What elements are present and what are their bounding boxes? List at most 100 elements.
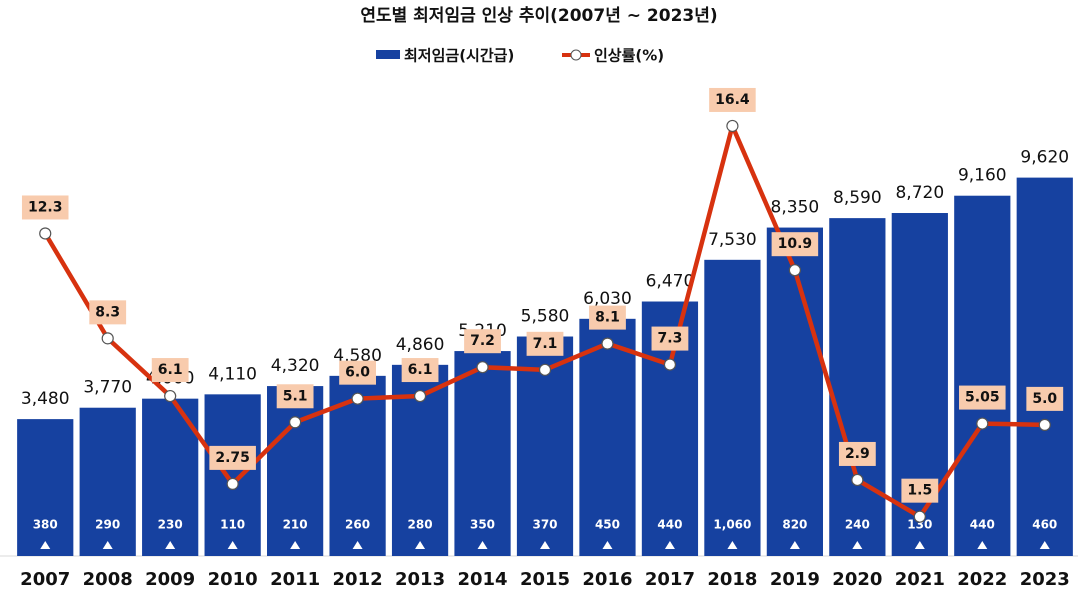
line-point xyxy=(976,417,989,430)
increase-label: 380 xyxy=(33,518,58,532)
bar-value-label: 3,770 xyxy=(83,378,132,398)
increase-icon xyxy=(540,541,550,549)
line-value-text: 2.9 xyxy=(845,446,870,462)
x-tick-label: 2012 xyxy=(333,569,383,590)
increase-icon xyxy=(165,541,176,549)
line-value-text: 16.4 xyxy=(715,92,750,108)
increase-label: 280 xyxy=(408,518,433,532)
line-label-box xyxy=(21,195,69,220)
line-label-box xyxy=(151,358,189,383)
line-point xyxy=(1038,418,1051,431)
line-label-box xyxy=(651,326,689,351)
bar xyxy=(579,318,636,556)
increase-icon xyxy=(789,541,800,549)
increase-label: 110 xyxy=(220,518,245,532)
line-value-label: 5.0 xyxy=(1026,386,1064,411)
line-label-box xyxy=(209,445,256,470)
line-label-box xyxy=(771,232,819,257)
increase-label: 350 xyxy=(470,518,495,532)
line-value-label: 7.2 xyxy=(464,329,501,354)
bar xyxy=(829,218,886,557)
x-tick-label: 2011 xyxy=(270,569,320,590)
line-value-text: 1.5 xyxy=(907,483,932,499)
x-tick-label: 2018 xyxy=(707,569,757,590)
line-value-text: 8.3 xyxy=(95,304,120,320)
chart-title: 연도별 최저임금 인상 추이(2007년 ~ 2023년) xyxy=(360,5,717,26)
bar xyxy=(454,351,511,556)
x-tick-label: 2019 xyxy=(770,569,820,590)
increase-icon xyxy=(664,541,675,549)
increase-icon xyxy=(227,541,238,549)
line-label-box xyxy=(838,441,876,466)
line-value-text: 7.2 xyxy=(470,333,495,349)
line-value-text: 5.05 xyxy=(965,390,1000,406)
x-tick-label: 2010 xyxy=(208,569,258,590)
increase-label: 440 xyxy=(657,518,682,532)
line-value-text: 6.0 xyxy=(345,365,370,381)
increase-label: 210 xyxy=(283,518,308,532)
line-value-label: 6.0 xyxy=(339,360,376,385)
line-label-box xyxy=(589,305,626,330)
increase-label: 1,060 xyxy=(713,518,751,532)
line-value-label: 12.3 xyxy=(21,195,69,220)
increase-label: 370 xyxy=(532,518,557,532)
line-point xyxy=(39,227,52,240)
bar-value-label: 6,470 xyxy=(646,272,695,292)
line-value-label: 2.9 xyxy=(838,441,876,466)
x-tick-label: 2014 xyxy=(457,569,507,590)
increase-label: 820 xyxy=(782,518,807,532)
line-value-text: 5.1 xyxy=(283,388,308,404)
line-point xyxy=(351,392,364,405)
bar-value-label: 4,110 xyxy=(208,364,257,384)
x-tick-label: 2007 xyxy=(20,569,70,590)
bar xyxy=(204,394,261,556)
x-tick-label: 2015 xyxy=(520,569,570,590)
bar-value-label: 8,350 xyxy=(771,198,820,218)
increase-label: 260 xyxy=(345,518,370,532)
bar-value-label: 8,590 xyxy=(833,188,882,208)
line-point xyxy=(101,332,114,345)
increase-label: 290 xyxy=(95,518,120,532)
bar xyxy=(704,259,761,556)
line-point xyxy=(476,361,489,374)
line-label-box xyxy=(1026,386,1064,411)
increase-icon xyxy=(290,541,301,549)
increase-icon xyxy=(477,541,488,549)
bar xyxy=(954,195,1011,556)
increase-label: 440 xyxy=(970,518,995,532)
increase-icon xyxy=(852,541,863,549)
x-tick-label: 2022 xyxy=(957,569,1007,590)
line-label-box xyxy=(89,300,127,325)
increase-label: 240 xyxy=(845,518,870,532)
increase-label: 460 xyxy=(1032,518,1057,532)
x-tick-label: 2017 xyxy=(645,569,695,590)
line-point xyxy=(726,119,739,133)
increase-label: 230 xyxy=(158,518,183,532)
line-value-text: 10.9 xyxy=(778,236,813,252)
legend-label: 최저임금(시간급) xyxy=(404,47,514,65)
increase-icon xyxy=(602,541,613,549)
line-label-box xyxy=(276,384,314,409)
legend-label: 인상률(%) xyxy=(594,47,664,65)
line-value-label: 8.3 xyxy=(89,300,127,325)
increase-icon xyxy=(352,541,363,549)
increase-label: 130 xyxy=(907,518,932,532)
line-value-text: 7.1 xyxy=(533,336,558,352)
bar-value-label: 8,720 xyxy=(895,183,944,203)
line-label-box xyxy=(401,358,439,383)
line-value-text: 5.0 xyxy=(1032,391,1057,407)
line-value-label: 8.1 xyxy=(589,305,626,330)
increase-icon xyxy=(1039,541,1050,549)
line-value-label: 2.75 xyxy=(209,445,256,470)
line-value-label: 7.3 xyxy=(651,326,689,351)
line-value-text: 2.75 xyxy=(215,450,250,466)
line-label-box xyxy=(709,87,756,112)
line-value-label: 10.9 xyxy=(771,232,819,257)
line-value-text: 8.1 xyxy=(595,310,620,326)
bar-value-label: 4,320 xyxy=(271,356,320,376)
increase-label: 450 xyxy=(595,518,620,532)
line-point xyxy=(226,477,239,490)
line-value-text: 12.3 xyxy=(28,199,63,215)
x-tick-label: 2013 xyxy=(395,569,445,590)
line-point xyxy=(788,264,801,277)
